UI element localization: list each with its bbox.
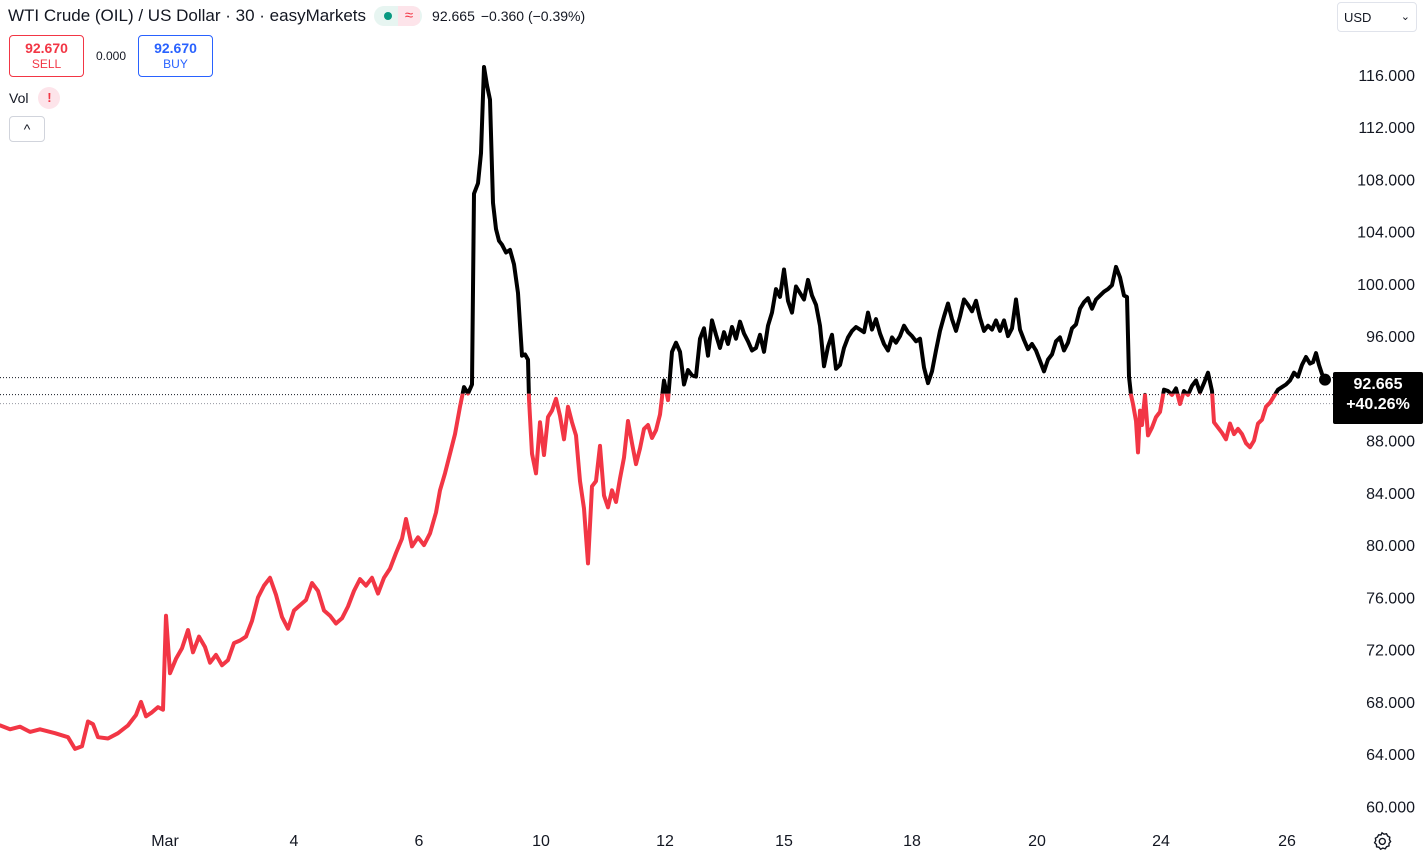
- buy-price: 92.670: [154, 40, 197, 56]
- vol-label: Vol: [9, 90, 29, 106]
- price-tick-label: 64.000: [1366, 747, 1415, 764]
- wave-icon: ≈: [398, 6, 421, 26]
- buy-button[interactable]: 92.670 BUY: [138, 35, 213, 77]
- price-tick-label: 112.000: [1358, 120, 1415, 137]
- price-tick-label: 108.000: [1357, 172, 1415, 189]
- symbol-title[interactable]: WTI Crude (OIL) / US Dollar · 30 · easyM…: [8, 6, 367, 25]
- date-tick-label: 12: [656, 833, 674, 850]
- date-tick-label: 24: [1152, 833, 1170, 850]
- warning-icon[interactable]: !: [38, 87, 61, 109]
- volume-indicator[interactable]: Vol !: [9, 87, 61, 109]
- currency-selector[interactable]: USD ⌄: [1337, 2, 1417, 32]
- date-tick-label: Mar: [151, 833, 179, 850]
- chart-header: WTI Crude (OIL) / US Dollar · 30 · easyM…: [8, 5, 585, 27]
- market-open-icon: [384, 12, 393, 20]
- price-tick-label: 116.000: [1358, 68, 1415, 85]
- chevron-down-icon: ⌄: [1400, 11, 1410, 23]
- price-line-below-baseline: [0, 393, 1278, 751]
- collapse-indicators-button[interactable]: ^: [9, 116, 45, 142]
- last-price: 92.665: [432, 8, 475, 24]
- price-change: −0.360 (−0.39%): [480, 8, 586, 24]
- buy-label: BUY: [163, 57, 188, 71]
- time-axis[interactable]: Mar 4 6 10 12 15 18 20 24 26: [151, 833, 1296, 850]
- sell-price: 92.670: [25, 40, 68, 56]
- price-tick-label: 60.000: [1366, 799, 1415, 816]
- date-tick-label: 18: [903, 833, 921, 850]
- date-tick-label: 10: [532, 833, 550, 850]
- currency-label: USD: [1344, 9, 1372, 25]
- price-tick-label: 88.000: [1366, 434, 1415, 451]
- current-change-percent: +40.26%: [1346, 396, 1410, 413]
- price-tick-label: 68.000: [1366, 695, 1415, 712]
- price-series: [0, 65, 1331, 751]
- spread-value: 0.000: [96, 49, 127, 63]
- current-price-badge: 92.665 +40.26%: [1333, 372, 1423, 424]
- date-tick-label: 6: [415, 833, 424, 850]
- price-tick-label: 76.000: [1366, 590, 1415, 607]
- price-tick-label: 96.000: [1366, 329, 1415, 346]
- date-tick-label: 20: [1028, 833, 1046, 850]
- price-tick-label: 100.000: [1357, 277, 1415, 294]
- price-tick-label: 84.000: [1366, 486, 1415, 503]
- last-price-marker: [1319, 373, 1331, 386]
- date-tick-label: 15: [775, 833, 793, 850]
- price-tick-label: 72.000: [1366, 643, 1415, 660]
- date-tick-label: 4: [290, 833, 299, 850]
- sell-button[interactable]: 92.670 SELL: [9, 35, 84, 77]
- date-tick-label: 26: [1278, 833, 1296, 850]
- current-price-value: 92.665: [1353, 376, 1403, 393]
- market-status-pill[interactable]: ≈: [374, 6, 423, 26]
- price-line-above-baseline: [460, 65, 1327, 394]
- price-tick-label: 80.000: [1366, 538, 1415, 555]
- sell-label: SELL: [31, 57, 62, 71]
- gear-icon[interactable]: [1372, 831, 1392, 851]
- price-tick-label: 104.000: [1357, 225, 1415, 242]
- chevron-up-icon: ^: [23, 121, 31, 137]
